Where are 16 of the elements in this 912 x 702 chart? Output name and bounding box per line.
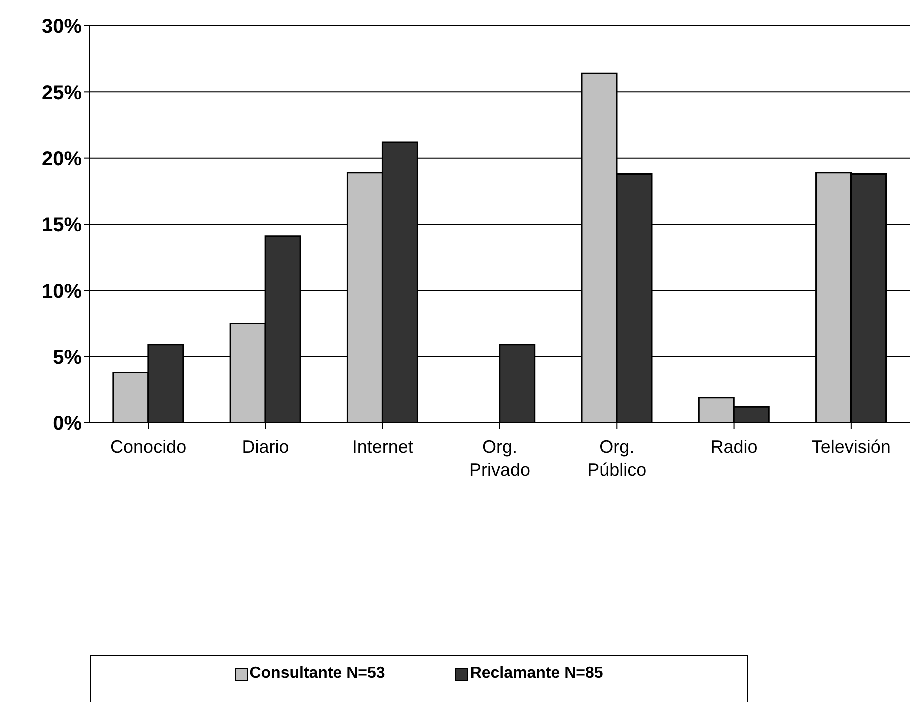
legend-label: Reclamante N=85 — [470, 665, 604, 683]
y-tick-label: 0% — [53, 413, 82, 436]
x-tick-label: Internet — [352, 437, 414, 457]
x-tick-label: Org. Público — [588, 437, 647, 480]
legend-label: Consultante N=53 — [250, 665, 386, 683]
x-tick-label: Radio — [710, 437, 758, 457]
x-tick-label: Diario — [242, 437, 290, 457]
x-tick-label: Televisión — [812, 437, 891, 457]
y-tick-label: 5% — [53, 346, 82, 369]
x-tick-label: Org. Privado — [469, 437, 531, 480]
y-tick-label: 10% — [42, 280, 82, 303]
x-tick-label: Conocido — [110, 437, 187, 457]
y-tick-label: 20% — [42, 148, 82, 170]
y-tick-label: 15% — [42, 214, 82, 237]
y-tick-label: 25% — [42, 82, 82, 104]
y-tick-label: 30% — [42, 16, 82, 38]
